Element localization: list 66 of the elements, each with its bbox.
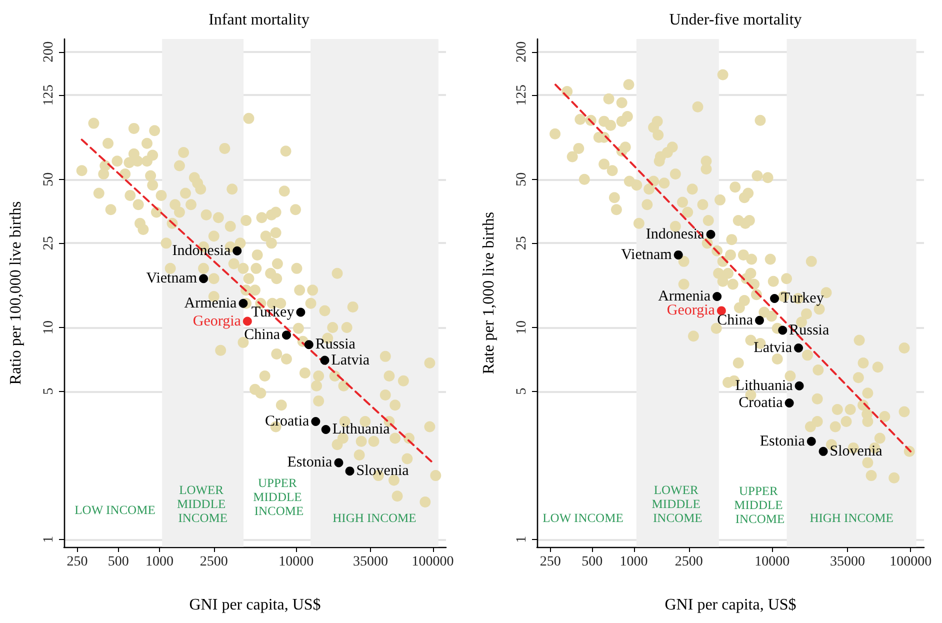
x-tick-label: 250 bbox=[66, 554, 88, 570]
band-label: LOWER MIDDLE INCOME bbox=[652, 483, 704, 525]
y-tick-label: 5 bbox=[514, 388, 530, 395]
y-tick-label: 10 bbox=[514, 320, 530, 334]
y-tick-label: 200 bbox=[514, 41, 530, 62]
series-label: Turkey bbox=[251, 304, 295, 320]
annotation: LOW INCOME bbox=[74, 503, 156, 517]
annotation: LOW INCOME bbox=[542, 511, 624, 525]
y-tick-label: 5 bbox=[42, 388, 56, 395]
band-label: LOWER MIDDLE INCOME bbox=[176, 483, 229, 525]
series-label: Lithuania bbox=[332, 421, 390, 438]
series-label: Lithuania bbox=[735, 378, 794, 394]
y-tick-label: 125 bbox=[42, 84, 56, 106]
series-label: Russia bbox=[789, 322, 830, 338]
series-label: China bbox=[244, 327, 280, 344]
x-tick-label: 100000 bbox=[890, 554, 932, 570]
x-axis-title: GNI per capita, US$ bbox=[664, 596, 796, 614]
x-tick-label: 250 bbox=[540, 554, 561, 570]
annotation: UPPER MIDDLE INCOME bbox=[734, 484, 786, 526]
series-label: Slovenia bbox=[356, 463, 410, 480]
series-label: Croatia bbox=[265, 413, 310, 430]
band-label: HIGH INCOME bbox=[810, 511, 894, 525]
band-label: HIGH INCOME bbox=[332, 511, 417, 525]
x-tick-label: 2500 bbox=[200, 554, 228, 570]
y-tick-label: 25 bbox=[514, 236, 530, 250]
series-label: Armenia bbox=[658, 288, 711, 305]
y-tick-label: 50 bbox=[42, 172, 56, 186]
series-label: Estonia bbox=[760, 433, 806, 450]
x-tick-label: 2500 bbox=[674, 554, 703, 570]
series-label: Latvia bbox=[331, 352, 370, 368]
series-label: Indonesia bbox=[646, 226, 705, 242]
series-label: Turkey bbox=[781, 290, 824, 307]
series-label: Estonia bbox=[287, 454, 333, 471]
y-tick-label: 25 bbox=[42, 236, 56, 250]
x-tick-label: 10000 bbox=[754, 554, 790, 570]
x-tick-label: 100000 bbox=[412, 554, 454, 570]
annotation: UPPER MIDDLE INCOME bbox=[253, 476, 305, 518]
y-tick-label: 200 bbox=[42, 41, 56, 62]
chart-title: Infant mortality bbox=[208, 12, 310, 28]
series-label: Croatia bbox=[738, 395, 784, 412]
series-label: Russia bbox=[315, 336, 356, 353]
series-label: Latvia bbox=[754, 340, 792, 356]
x-tick-label: 500 bbox=[108, 554, 129, 570]
series-label: Indonesia bbox=[172, 242, 231, 259]
y-tick-label: 50 bbox=[514, 172, 530, 186]
series-label: Vietnam bbox=[621, 246, 672, 263]
y-tick-label: 1 bbox=[514, 536, 530, 543]
series-label: Georgia bbox=[666, 302, 716, 319]
x-tick-label: 10000 bbox=[278, 554, 314, 570]
y-tick-label: 10 bbox=[42, 320, 56, 334]
x-tick-label: 500 bbox=[582, 554, 603, 570]
x-tick-label: 1000 bbox=[146, 554, 174, 570]
series-label: Georgia bbox=[192, 313, 242, 330]
y-axis-title: Rate per 1,000 live births bbox=[480, 212, 498, 374]
x-axis-title: GNI per capita, US$ bbox=[189, 596, 321, 614]
y-axis-title: Ratio per 100,000 live births bbox=[8, 201, 24, 385]
x-tick-label: 35000 bbox=[830, 554, 865, 570]
y-tick-label: 125 bbox=[514, 84, 530, 106]
series-label: China bbox=[717, 312, 754, 328]
series-label: Armenia bbox=[184, 295, 238, 312]
x-tick-label: 35000 bbox=[352, 554, 388, 570]
chart-title: Under-five mortality bbox=[669, 12, 802, 28]
series-label: Vietnam bbox=[146, 270, 198, 287]
y-tick-label: 1 bbox=[42, 536, 56, 543]
series-label: Slovenia bbox=[830, 443, 883, 460]
x-tick-label: 1000 bbox=[620, 554, 648, 570]
